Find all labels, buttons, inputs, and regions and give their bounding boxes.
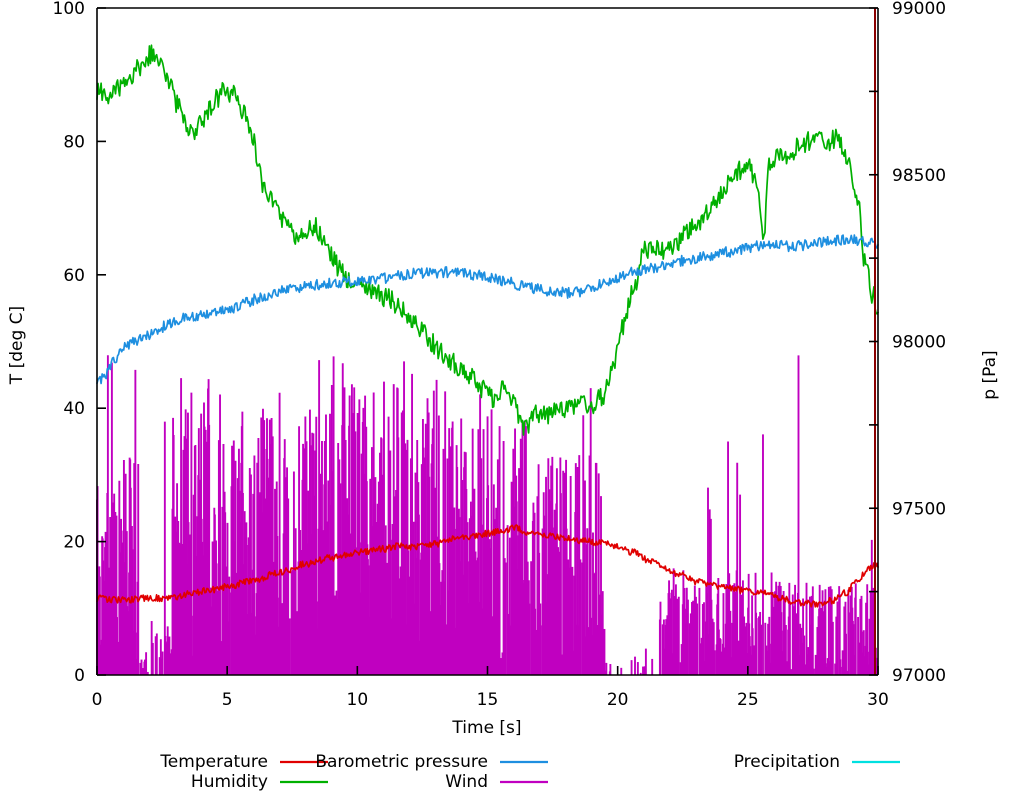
bottom-tick-label: 0 <box>92 690 103 710</box>
left-tick-label: 100 <box>53 0 85 19</box>
legend-label-humidity: Humidity <box>191 772 268 792</box>
legend-label-barometric-pressure: Barometric pressure <box>315 752 488 772</box>
left-axis-title: T [deg C] <box>7 306 27 385</box>
left-tick-label: 80 <box>63 132 85 152</box>
bottom-tick-label: 15 <box>477 690 499 710</box>
series-temperature <box>96 524 879 608</box>
legend-label-wind: Wind <box>445 772 488 792</box>
right-axis-title: p [Pa] <box>980 350 1000 399</box>
right-tick-label: 97500 <box>892 499 946 519</box>
left-tick-label: 0 <box>74 666 85 686</box>
series-wind <box>96 355 878 675</box>
right-tick-label: 99000 <box>892 0 946 19</box>
right-tick-label: 98500 <box>892 166 946 186</box>
bottom-axis-title: Time [s] <box>451 718 521 738</box>
legend-label-precipitation: Precipitation <box>734 752 840 772</box>
series-lines <box>96 44 879 608</box>
bottom-tick-label: 5 <box>222 690 233 710</box>
right-axis-ticks: 97000 97500 98000 98500 99000 <box>869 0 946 686</box>
left-axis-ticks: 0 20 40 60 80 100 <box>53 0 106 686</box>
bottom-tick-label: 30 <box>867 690 889 710</box>
bottom-tick-label: 25 <box>737 690 759 710</box>
right-tick-label: 97000 <box>892 666 946 686</box>
bottom-axis-ticks: 0 5 10 15 20 25 30 <box>92 666 889 710</box>
left-tick-label: 40 <box>63 399 85 419</box>
series-pressure <box>96 234 879 385</box>
left-tick-label: 60 <box>63 266 85 286</box>
bottom-tick-label: 10 <box>347 690 369 710</box>
series-humidity <box>96 44 879 436</box>
legend-label-temperature: Temperature <box>159 752 268 772</box>
left-tick-label: 20 <box>63 533 85 553</box>
bottom-tick-label: 20 <box>607 690 629 710</box>
right-tick-label: 98000 <box>892 333 946 353</box>
